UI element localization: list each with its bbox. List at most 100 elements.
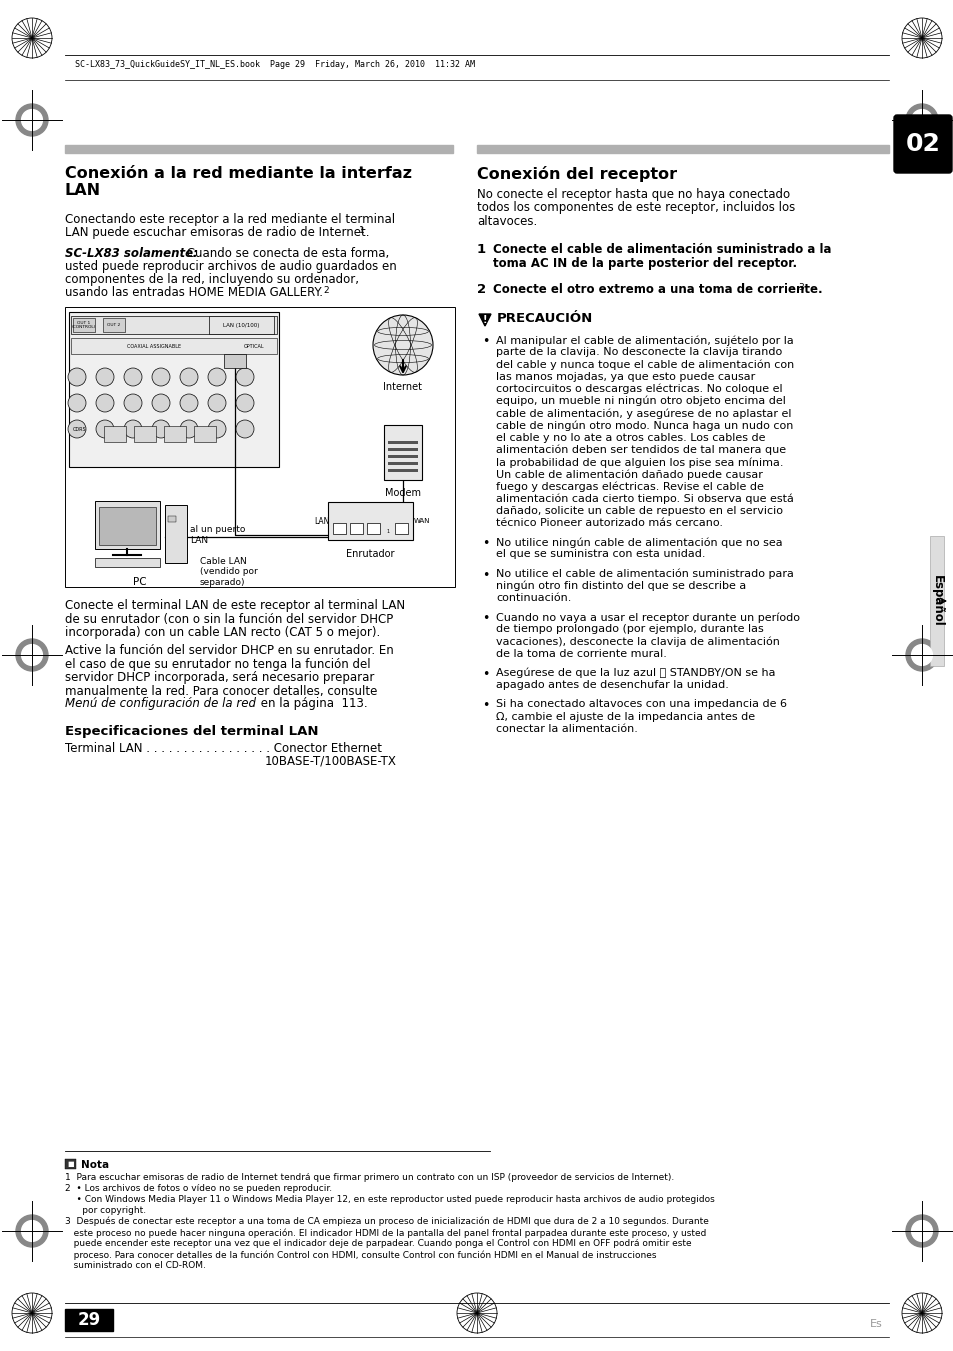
Circle shape xyxy=(68,394,86,412)
Circle shape xyxy=(124,420,142,438)
Circle shape xyxy=(208,394,226,412)
Text: todos los componentes de este receptor, incluidos los: todos los componentes de este receptor, … xyxy=(476,201,795,215)
Bar xyxy=(388,440,417,444)
Bar xyxy=(69,312,278,467)
Text: por copyright.: por copyright. xyxy=(65,1206,146,1215)
Text: •: • xyxy=(481,335,489,349)
Text: 29: 29 xyxy=(77,1310,100,1329)
Bar xyxy=(103,317,125,332)
Bar xyxy=(476,145,888,153)
Text: !: ! xyxy=(482,315,487,326)
Text: Es: Es xyxy=(869,1319,882,1329)
Text: WAN: WAN xyxy=(414,517,430,524)
Bar xyxy=(388,462,417,465)
Text: altavoces.: altavoces. xyxy=(476,215,537,228)
Text: el que se suministra con esta unidad.: el que se suministra con esta unidad. xyxy=(496,550,705,559)
Circle shape xyxy=(16,104,48,136)
Text: del cable y nunca toque el cable de alimentación con: del cable y nunca toque el cable de alim… xyxy=(496,359,794,370)
Text: Ω, cambie el ajuste de la impedancia antes de: Ω, cambie el ajuste de la impedancia ant… xyxy=(496,712,755,721)
Text: este proceso no puede hacer ninguna operación. El indicador HDMI de la pantalla : este proceso no puede hacer ninguna oper… xyxy=(65,1228,705,1238)
Bar xyxy=(388,455,417,458)
Bar xyxy=(71,338,276,354)
Text: puede encender este receptor una vez que el indicador deje de parpadear. Cuando : puede encender este receptor una vez que… xyxy=(65,1239,691,1248)
Circle shape xyxy=(208,420,226,438)
Circle shape xyxy=(905,1215,937,1247)
Circle shape xyxy=(180,420,198,438)
Text: LAN: LAN xyxy=(65,182,101,199)
Text: No utilice ningún cable de alimentación que no sea: No utilice ningún cable de alimentación … xyxy=(496,538,781,547)
Text: de su enrutador (con o sin la función del servidor DHCP: de su enrutador (con o sin la función de… xyxy=(65,612,393,626)
Text: •: • xyxy=(481,667,489,681)
Bar xyxy=(65,307,455,586)
Bar xyxy=(65,145,453,153)
Text: suministrado con el CD-ROM.: suministrado con el CD-ROM. xyxy=(65,1260,206,1270)
Circle shape xyxy=(68,367,86,386)
Text: componentes de la red, incluyendo su ordenador,: componentes de la red, incluyendo su ord… xyxy=(65,273,358,286)
Text: servidor DHCP incorporada, será necesario preparar: servidor DHCP incorporada, será necesari… xyxy=(65,671,374,685)
Text: Cuando se conecta de esta forma,: Cuando se conecta de esta forma, xyxy=(183,247,389,259)
Text: 10BASE-T/100BASE-TX: 10BASE-T/100BASE-TX xyxy=(265,754,396,767)
Bar xyxy=(333,523,346,534)
Bar xyxy=(65,1159,76,1169)
Text: 2: 2 xyxy=(476,282,486,296)
Text: conectar la alimentación.: conectar la alimentación. xyxy=(496,724,638,734)
Text: vacaciones), desconecte la clavija de alimentación: vacaciones), desconecte la clavija de al… xyxy=(496,636,779,647)
Text: Menú de configuración de la red: Menú de configuración de la red xyxy=(65,697,255,709)
Text: 3  Después de conectar este receptor a una toma de CA empieza un proceso de inic: 3 Después de conectar este receptor a un… xyxy=(65,1217,708,1227)
Circle shape xyxy=(16,1215,48,1247)
Text: CDRS: CDRS xyxy=(73,427,87,432)
Text: el caso de que su enrutador no tenga la función del: el caso de que su enrutador no tenga la … xyxy=(65,658,370,671)
Text: Conexión a la red mediante la interfaz: Conexión a la red mediante la interfaz xyxy=(65,166,412,181)
Text: 1: 1 xyxy=(476,243,486,255)
Text: • Con Windows Media Player 11 o Windows Media Player 12, en este reproductor ust: • Con Windows Media Player 11 o Windows … xyxy=(65,1196,714,1204)
Text: proceso. Para conocer detalles de la función Control con HDMI, consulte Control : proceso. Para conocer detalles de la fun… xyxy=(65,1250,656,1259)
Text: Un cable de alimentación dañado puede causar: Un cable de alimentación dañado puede ca… xyxy=(496,469,762,480)
Text: 2  • Los archivos de fotos o vídeo no se pueden reproducir.: 2 • Los archivos de fotos o vídeo no se … xyxy=(65,1183,332,1193)
Bar xyxy=(104,426,126,442)
Circle shape xyxy=(235,367,253,386)
Bar xyxy=(388,449,417,451)
Text: •: • xyxy=(481,538,489,550)
Text: SC-LX83_73_QuickGuideSY_IT_NL_ES.book  Page 29  Friday, March 26, 2010  11:32 AM: SC-LX83_73_QuickGuideSY_IT_NL_ES.book Pa… xyxy=(75,59,475,69)
Text: apagado antes de desenchufar la unidad.: apagado antes de desenchufar la unidad. xyxy=(496,680,728,690)
Bar xyxy=(384,426,421,480)
Polygon shape xyxy=(478,313,491,326)
Text: No conecte el receptor hasta que no haya conectado: No conecte el receptor hasta que no haya… xyxy=(476,188,789,201)
Text: Active la función del servidor DHCP en su enrutador. En: Active la función del servidor DHCP en s… xyxy=(65,644,394,658)
Bar xyxy=(168,516,175,521)
Text: ■: ■ xyxy=(67,1161,73,1167)
Bar xyxy=(209,316,274,334)
Text: toma AC IN de la parte posterior del receptor.: toma AC IN de la parte posterior del rec… xyxy=(493,257,797,269)
Text: LAN (10/100): LAN (10/100) xyxy=(223,323,259,327)
Text: Cuando no vaya a usar el receptor durante un período: Cuando no vaya a usar el receptor durant… xyxy=(496,612,800,623)
Bar xyxy=(164,426,186,442)
Circle shape xyxy=(124,367,142,386)
Text: Cable LAN
(vendido por
separado): Cable LAN (vendido por separado) xyxy=(200,557,257,586)
Text: 02: 02 xyxy=(904,132,940,155)
Text: Enrutador: Enrutador xyxy=(345,549,394,559)
Circle shape xyxy=(152,420,170,438)
Text: la probabilidad de que alguien los pise sea mínima.: la probabilidad de que alguien los pise … xyxy=(496,457,782,467)
Text: LAN: LAN xyxy=(314,516,329,526)
Circle shape xyxy=(96,367,113,386)
Circle shape xyxy=(911,109,931,131)
Text: •: • xyxy=(481,700,489,712)
Text: continuación.: continuación. xyxy=(496,593,571,603)
Text: manualmente la red. Para conocer detalles, consulte: manualmente la red. Para conocer detalle… xyxy=(65,685,377,698)
Circle shape xyxy=(68,420,86,438)
Text: incorporada) con un cable LAN recto (CAT 5 o mejor).: incorporada) con un cable LAN recto (CAT… xyxy=(65,626,380,639)
Circle shape xyxy=(180,367,198,386)
Text: Conecte el terminal LAN de este receptor al terminal LAN: Conecte el terminal LAN de este receptor… xyxy=(65,598,405,612)
Text: Especificaciones del terminal LAN: Especificaciones del terminal LAN xyxy=(65,724,318,738)
Circle shape xyxy=(208,367,226,386)
Text: Modem: Modem xyxy=(385,488,420,499)
Bar xyxy=(328,503,413,540)
Text: Conecte el otro extremo a una toma de corriente.: Conecte el otro extremo a una toma de co… xyxy=(493,282,821,296)
Text: alimentación cada cierto tiempo. Si observa que está: alimentación cada cierto tiempo. Si obse… xyxy=(496,493,793,504)
Text: OUT 1
(CONTROL): OUT 1 (CONTROL) xyxy=(71,320,96,330)
Text: usando las entradas HOME MEDIA GALLERY.: usando las entradas HOME MEDIA GALLERY. xyxy=(65,286,323,299)
Bar xyxy=(193,426,215,442)
Text: ningún otro fin distinto del que se describe a: ningún otro fin distinto del que se desc… xyxy=(496,581,745,592)
Text: equipo, un mueble ni ningún otro objeto encima del: equipo, un mueble ni ningún otro objeto … xyxy=(496,396,785,407)
Bar xyxy=(73,317,95,332)
